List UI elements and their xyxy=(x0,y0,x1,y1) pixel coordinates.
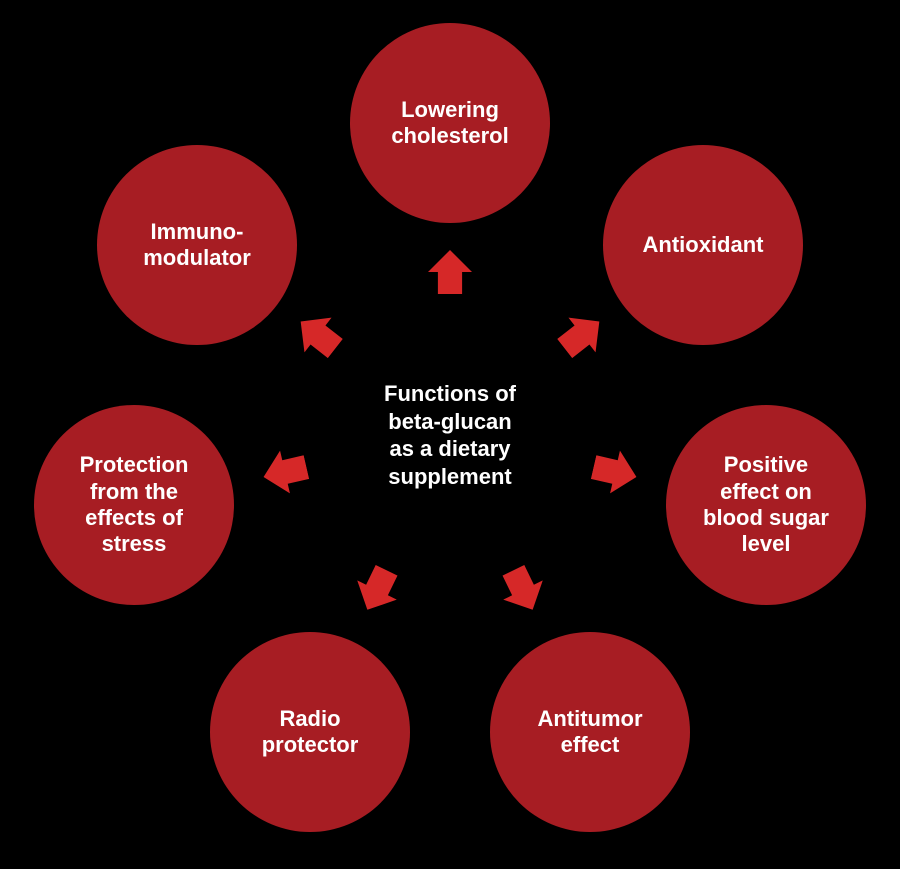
node-label: Protection from the effects of stress xyxy=(66,452,203,558)
node-label: Antitumor effect xyxy=(523,706,656,759)
arrow-icon xyxy=(494,561,553,620)
node-label: Radio protector xyxy=(248,706,373,759)
node-label: Positive effect on blood sugar level xyxy=(689,452,843,558)
node-stress-protection: Protection from the effects of stress xyxy=(34,405,234,605)
arrow-icon xyxy=(589,446,642,499)
node-immuno-modulator: Immuno- modulator xyxy=(97,145,297,345)
node-antioxidant: Antioxidant xyxy=(603,145,803,345)
node-label: Immuno- modulator xyxy=(129,219,265,272)
node-label: Lowering cholesterol xyxy=(377,97,522,150)
diagram-stage: Functions of beta-glucan as a dietary su… xyxy=(0,0,900,869)
node-radio-protector: Radio protector xyxy=(210,632,410,832)
arrow-icon xyxy=(259,446,312,499)
node-lowering-cholesterol: Lowering cholesterol xyxy=(350,23,550,223)
arrow-icon xyxy=(348,561,407,620)
node-label: Antioxidant xyxy=(629,232,778,258)
arrow-icon xyxy=(287,304,349,366)
node-blood-sugar: Positive effect on blood sugar level xyxy=(666,405,866,605)
center-title: Functions of beta-glucan as a dietary su… xyxy=(350,380,550,490)
arrow-icon xyxy=(428,250,472,294)
arrow-icon xyxy=(551,304,613,366)
node-antitumor: Antitumor effect xyxy=(490,632,690,832)
